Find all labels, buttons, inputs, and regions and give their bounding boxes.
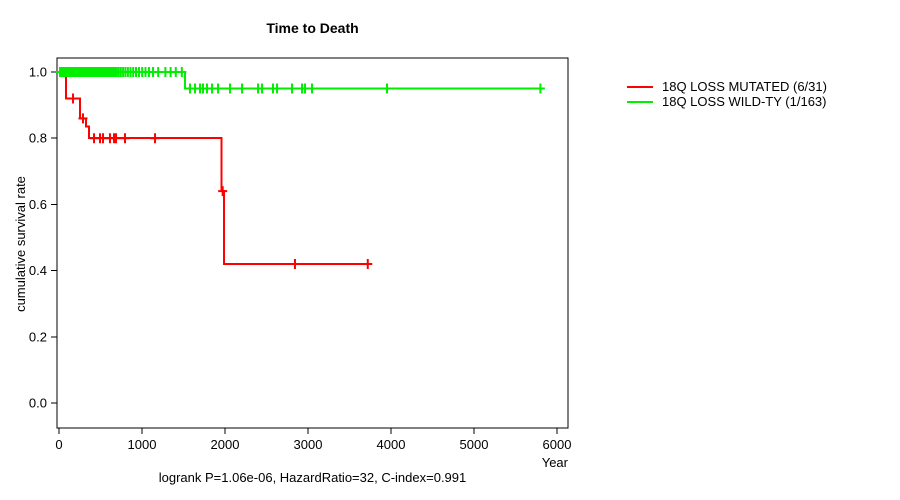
- y-tick-label: 1.0: [29, 65, 47, 80]
- legend-item-wildtype: 18Q LOSS WILD-TY (1/163): [627, 94, 827, 109]
- y-tick-label: 0.6: [29, 197, 47, 212]
- y-tick-label: 0.2: [29, 329, 47, 344]
- legend-line-swatch-red: [627, 85, 653, 88]
- censor-marks-1: [55, 67, 545, 94]
- x-tick-label: 5000: [460, 437, 489, 452]
- y-tick-label: 0.8: [29, 131, 47, 146]
- x-tick-label: 2000: [211, 437, 240, 452]
- x-tick-label: 1000: [128, 437, 157, 452]
- y-tick-label: 0.0: [29, 396, 47, 411]
- x-axis-label: Year: [541, 455, 568, 470]
- chart-title: Time to Death: [266, 20, 359, 36]
- y-axis-label: cumulative survival rate: [13, 176, 28, 312]
- x-tick-label: 0: [55, 437, 62, 452]
- stats-annotation: logrank P=1.06e-06, HazardRatio=32, C-in…: [158, 470, 467, 485]
- survival-curve-0: [59, 71, 368, 265]
- x-tick-label: 3000: [294, 437, 323, 452]
- censor-marks-0: [68, 93, 373, 269]
- x-tick-label: 4000: [377, 437, 406, 452]
- legend-label: 18Q LOSS MUTATED (6/31): [662, 79, 827, 94]
- plot-frame: [56, 57, 569, 429]
- x-tick-label: 6000: [543, 437, 572, 452]
- y-tick-label: 0.4: [29, 263, 47, 278]
- legend-item-mutated: 18Q LOSS MUTATED (6/31): [627, 79, 827, 94]
- legend: 18Q LOSS MUTATED (6/31) 18Q LOSS WILD-TY…: [627, 79, 827, 109]
- legend-label: 18Q LOSS WILD-TY (1/163): [662, 94, 827, 109]
- legend-line-swatch-green: [627, 100, 653, 103]
